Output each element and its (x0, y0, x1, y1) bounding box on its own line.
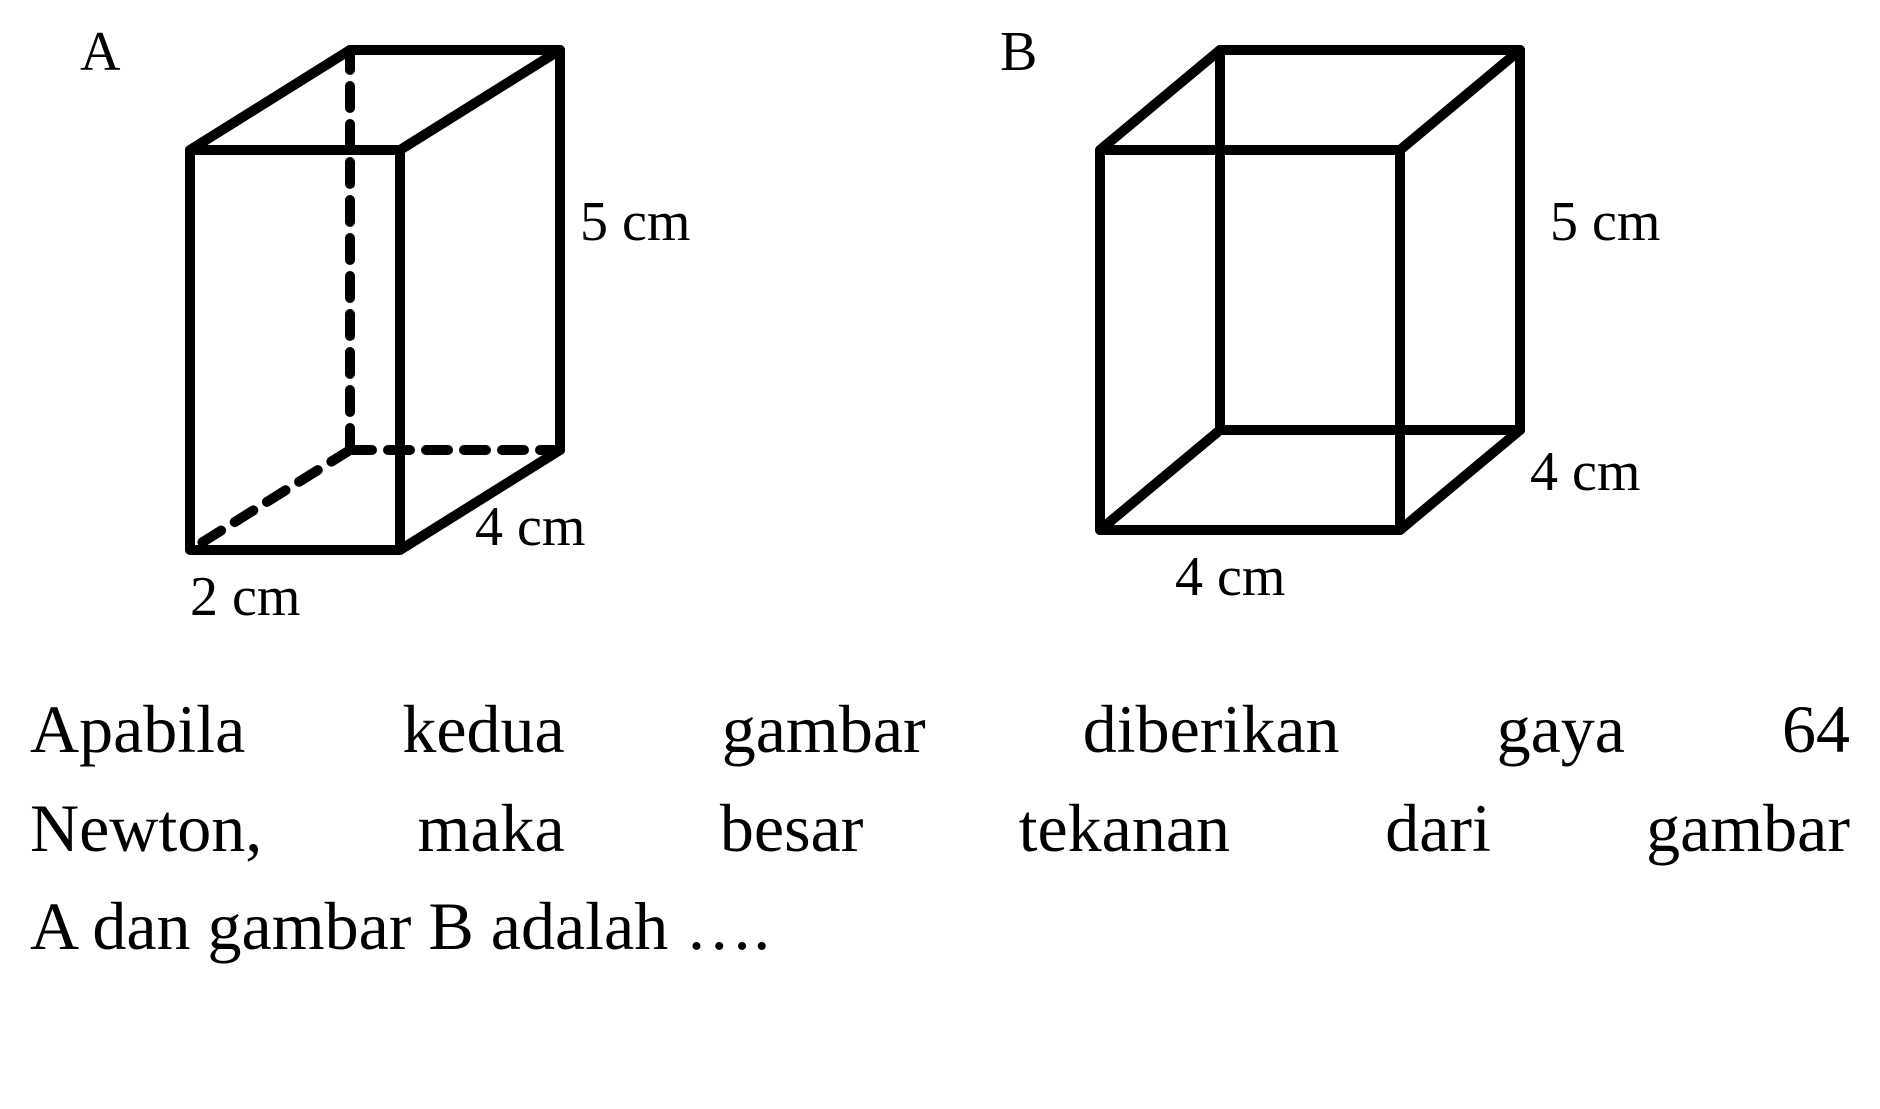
cuboid-b-svg (1070, 20, 1550, 590)
diagram-row: A 5 cm 4 cm 2 cm (60, 20, 1820, 640)
diagram-a-width-label: 2 cm (190, 565, 300, 629)
question-line-1: Apabila kedua gambar diberikan gaya 64 (30, 680, 1850, 779)
diagram-a-letter: A (80, 20, 120, 84)
question-text: Apabila kedua gambar diberikan gaya 64 N… (30, 680, 1850, 976)
diagram-a-depth-label: 4 cm (475, 495, 585, 559)
diagram-b-height-label: 5 cm (1550, 190, 1660, 254)
question-line-3: A dan gambar B adalah …. (30, 877, 1850, 976)
diagram-b-width-label: 4 cm (1175, 545, 1285, 609)
diagram-a-height-label: 5 cm (580, 190, 690, 254)
diagram-b-depth-label: 4 cm (1530, 440, 1640, 504)
question-line-2: Newton, maka besar tekanan dari gambar (30, 779, 1850, 878)
diagram-b-letter: B (1000, 20, 1037, 84)
